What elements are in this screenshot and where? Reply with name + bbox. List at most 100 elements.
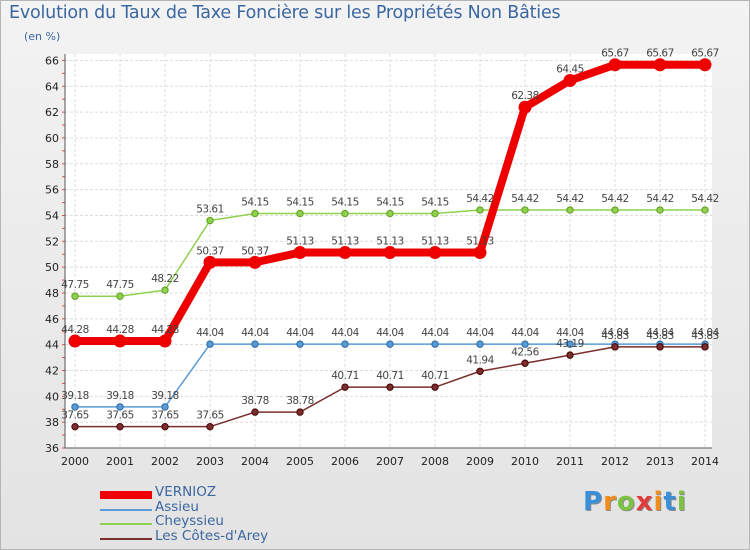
legend-label: Cheyssieu <box>155 513 224 529</box>
data-point <box>611 343 619 351</box>
data-point <box>206 422 214 431</box>
legend-swatch <box>100 537 152 540</box>
y-tick-label: 56 <box>45 184 59 197</box>
legend-label: Assieu <box>155 498 199 515</box>
data-label: 51.13 <box>331 236 359 248</box>
data-label: 51.13 <box>376 236 404 248</box>
data-label: 54.15 <box>241 197 269 209</box>
data-label: 65.67 <box>646 48 674 60</box>
data-label: 44.04 <box>466 327 494 339</box>
data-label: 44.04 <box>196 327 224 339</box>
x-tick-label: 2005 <box>286 455 314 468</box>
data-label: 44.04 <box>646 327 674 339</box>
data-label: 38.78 <box>286 395 314 407</box>
y-tick-label: 48 <box>45 287 59 300</box>
y-tick-label: 54 <box>45 209 59 222</box>
data-point <box>473 246 487 260</box>
logo-letter: t <box>663 487 677 517</box>
data-label: 48.22 <box>151 273 179 285</box>
data-point <box>521 359 529 367</box>
data-point <box>296 340 304 348</box>
data-label: 39.18 <box>151 390 179 402</box>
legend-label: Les Côtes-d'Arey <box>155 527 269 544</box>
data-point <box>566 340 574 348</box>
data-point <box>296 408 304 416</box>
data-label: 39.18 <box>61 390 89 402</box>
data-label: 44.04 <box>241 327 269 339</box>
data-point <box>116 422 124 431</box>
data-point <box>563 73 577 87</box>
legend-swatch <box>100 491 152 499</box>
data-point <box>341 209 349 218</box>
x-tick-label: 2013 <box>646 455 674 468</box>
data-point <box>71 403 79 411</box>
data-point <box>68 334 82 348</box>
data-label: 38.78 <box>241 395 269 407</box>
y-tick-label: 52 <box>45 235 59 248</box>
data-point <box>431 383 439 391</box>
data-label: 40.71 <box>421 370 449 382</box>
data-label: 54.42 <box>691 193 719 205</box>
y-tick-label: 62 <box>45 106 59 119</box>
data-point <box>113 334 127 348</box>
data-point <box>521 206 529 214</box>
data-label: 51.13 <box>466 236 494 248</box>
data-point <box>251 408 259 416</box>
data-point <box>656 343 664 351</box>
data-point <box>71 422 79 431</box>
x-tick-label: 2000 <box>61 455 89 468</box>
logo-letter: o <box>616 487 636 517</box>
data-point <box>701 206 709 214</box>
data-point <box>653 58 667 72</box>
data-label: 54.42 <box>556 193 584 205</box>
data-point <box>383 246 397 260</box>
data-point <box>431 209 439 218</box>
data-label: 47.75 <box>106 279 134 291</box>
data-label: 43.83 <box>691 330 719 342</box>
y-tick-label: 66 <box>45 54 59 67</box>
data-label: 51.13 <box>421 236 449 248</box>
chart-title: Evolution du Taux de Taxe Foncière sur l… <box>9 3 561 23</box>
data-point <box>338 246 352 260</box>
data-point <box>428 246 442 260</box>
data-label: 54.15 <box>286 197 314 209</box>
data-point <box>386 209 394 218</box>
x-tick-label: 2002 <box>151 455 179 468</box>
y-unit-label: (en %) <box>24 30 61 43</box>
data-point <box>566 206 574 214</box>
data-label: 54.42 <box>511 193 539 205</box>
data-point <box>518 100 532 114</box>
data-point <box>698 58 712 72</box>
data-label: 39.18 <box>106 390 134 402</box>
data-label: 65.67 <box>691 48 719 60</box>
y-tick-label: 64 <box>45 80 59 93</box>
data-point <box>251 340 259 348</box>
y-tick-label: 60 <box>45 132 59 145</box>
x-tick-label: 2010 <box>511 455 539 468</box>
y-tick-label: 58 <box>45 158 59 171</box>
data-label: 43.19 <box>556 338 584 350</box>
data-label: 44.04 <box>421 327 449 339</box>
logo-letter: r <box>603 487 617 517</box>
data-label: 44.28 <box>106 324 134 336</box>
data-point <box>521 340 529 348</box>
y-tick-label: 50 <box>45 261 59 274</box>
data-label: 44.04 <box>376 327 404 339</box>
x-tick-label: 2003 <box>196 455 224 468</box>
x-tick-label: 2006 <box>331 455 359 468</box>
data-point <box>476 367 484 375</box>
data-label: 44.04 <box>691 327 719 339</box>
data-label: 50.37 <box>196 245 224 257</box>
data-point <box>656 206 664 214</box>
data-label: 44.04 <box>286 327 314 339</box>
data-point <box>251 209 259 218</box>
data-point <box>203 255 217 269</box>
data-point <box>431 340 439 348</box>
x-tick-label: 2012 <box>601 455 629 468</box>
data-point <box>476 340 484 348</box>
data-label: 54.15 <box>421 197 449 209</box>
data-label: 37.65 <box>106 410 134 422</box>
x-tick-label: 2008 <box>421 455 449 468</box>
data-point <box>116 292 124 300</box>
data-point <box>206 340 214 348</box>
